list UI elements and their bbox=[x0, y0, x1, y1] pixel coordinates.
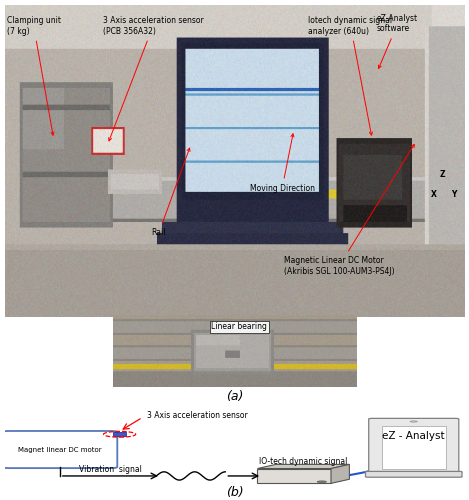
Text: Clamping unit
(7 kg): Clamping unit (7 kg) bbox=[7, 16, 61, 135]
Text: 3 Axis acceleration sensor: 3 Axis acceleration sensor bbox=[147, 411, 248, 420]
Circle shape bbox=[317, 481, 326, 482]
Text: Vibration  signal: Vibration signal bbox=[79, 465, 142, 474]
Text: Iotech dynamic signal
analyzer (640u): Iotech dynamic signal analyzer (640u) bbox=[309, 16, 393, 135]
Text: Y: Y bbox=[451, 190, 456, 199]
Text: Magnetic Linear DC Motor
(Akribis SGL 100-AUM3-PS4J): Magnetic Linear DC Motor (Akribis SGL 10… bbox=[284, 144, 414, 276]
FancyBboxPatch shape bbox=[365, 472, 462, 477]
Text: eZ - Analyst: eZ - Analyst bbox=[382, 430, 445, 440]
Text: Rail: Rail bbox=[151, 148, 190, 237]
Text: eZ-Analyst
software: eZ-Analyst software bbox=[377, 14, 418, 68]
FancyBboxPatch shape bbox=[382, 426, 446, 470]
Polygon shape bbox=[331, 464, 349, 483]
FancyBboxPatch shape bbox=[113, 432, 127, 436]
Text: Moving Direction: Moving Direction bbox=[250, 134, 315, 192]
FancyBboxPatch shape bbox=[257, 468, 331, 483]
Polygon shape bbox=[257, 464, 349, 468]
Text: 3 Axis acceleration sensor
(PCB 356A32): 3 Axis acceleration sensor (PCB 356A32) bbox=[103, 16, 204, 141]
Text: Linear bearing: Linear bearing bbox=[212, 322, 267, 331]
Text: IO-tech dynamic signal: IO-tech dynamic signal bbox=[259, 458, 348, 466]
Text: Z: Z bbox=[440, 170, 446, 179]
Text: X: X bbox=[431, 190, 437, 199]
FancyBboxPatch shape bbox=[369, 418, 459, 474]
Text: Magnet linear DC motor: Magnet linear DC motor bbox=[18, 446, 102, 452]
Text: (b): (b) bbox=[226, 486, 243, 499]
FancyBboxPatch shape bbox=[2, 431, 117, 468]
Text: (a): (a) bbox=[226, 390, 243, 403]
Circle shape bbox=[410, 421, 417, 422]
